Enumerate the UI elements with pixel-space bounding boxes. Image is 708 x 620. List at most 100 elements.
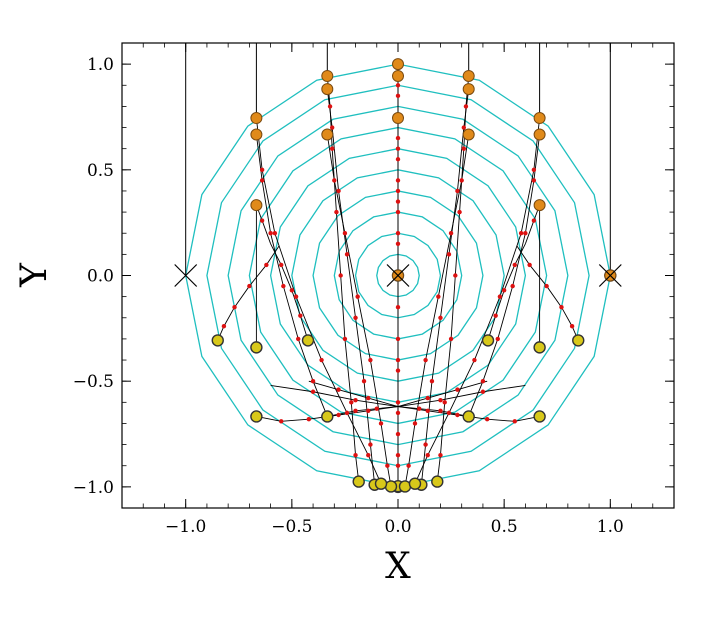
path-point [544,283,549,289]
start-marker [462,69,475,82]
path-point [395,146,401,151]
path-point [366,408,371,413]
path-point [438,315,443,320]
path-point [329,125,335,130]
path-point [395,410,401,416]
contour-ring [376,253,420,298]
path-point [338,273,343,278]
path-point [368,442,373,447]
path-point [459,178,464,183]
x-tick-label: −0.5 [271,517,312,537]
path-point [395,135,401,141]
path-point [395,93,401,99]
start-marker [250,112,263,125]
y-tick-label: −0.5 [73,372,114,392]
path-point [310,389,316,394]
path-point [480,389,486,394]
path-point [342,231,348,236]
path-point [268,231,273,236]
cross-marker-stroke [598,264,622,287]
path-point [272,231,278,236]
path-point [446,252,452,257]
path-point [259,218,265,223]
path-point [366,395,371,401]
path-point [497,294,503,299]
path-point [510,283,515,289]
path-point [310,378,316,384]
path-point [279,419,284,424]
path-line [326,134,392,487]
path-point [531,218,537,223]
path-point [512,262,517,268]
path-line-layer [217,64,579,487]
contour-ring [248,126,548,425]
path-point [353,398,358,403]
path-point [344,410,350,416]
path-point [457,209,462,215]
path-point [531,178,537,183]
path-point [378,421,384,426]
path-point [395,157,401,162]
path-point [512,419,517,424]
path-point [336,387,341,392]
path-point [495,336,500,342]
path-point [448,231,454,236]
contour-ring [269,148,527,403]
path-point [306,417,312,422]
path-point [395,431,401,437]
path-point [395,178,401,183]
path-line [420,89,470,485]
path-point [417,406,422,411]
path-point [429,378,435,384]
end-marker [431,475,444,488]
path-point [296,336,301,342]
x-axis-title: X [385,546,411,587]
path-point [461,146,467,151]
path-point [366,452,371,458]
start-marker [392,69,404,82]
path-point [446,410,452,416]
path-point [395,305,401,310]
contour-ring [312,190,484,361]
start-marker [462,128,475,141]
path-point [395,209,401,215]
path-point [472,357,477,363]
contour-ring [291,169,505,382]
path-point [395,231,401,236]
path-point [493,313,498,318]
start-marker [533,128,546,141]
end-marker [398,480,412,493]
y-tick-label: −1.0 [73,478,114,498]
path-point [438,398,443,403]
path-point [527,262,532,268]
start-marker [392,112,404,125]
path-point [395,83,401,88]
path-point [329,146,335,151]
path-point [438,408,443,413]
start-marker [250,128,263,141]
start-marker [321,69,334,82]
path-point [355,294,360,299]
path-line [327,406,399,417]
start-marker [462,83,475,96]
path-point [395,368,401,373]
contour-ring [354,232,442,319]
path-point [448,336,454,342]
start-marker [533,199,546,212]
y-tick-label: 1.0 [87,55,114,75]
path-point [425,395,430,401]
path-point [395,199,401,204]
path-point [279,262,284,268]
path-point [518,231,524,236]
path-point [353,452,358,458]
path-point-layer [221,83,575,468]
end-marker [301,334,315,347]
start-marker [250,199,263,212]
path-point [423,442,428,447]
path-point [569,324,575,329]
path-line [516,245,579,341]
path-line [270,384,399,407]
path-point [559,305,564,310]
path-point [289,288,295,293]
